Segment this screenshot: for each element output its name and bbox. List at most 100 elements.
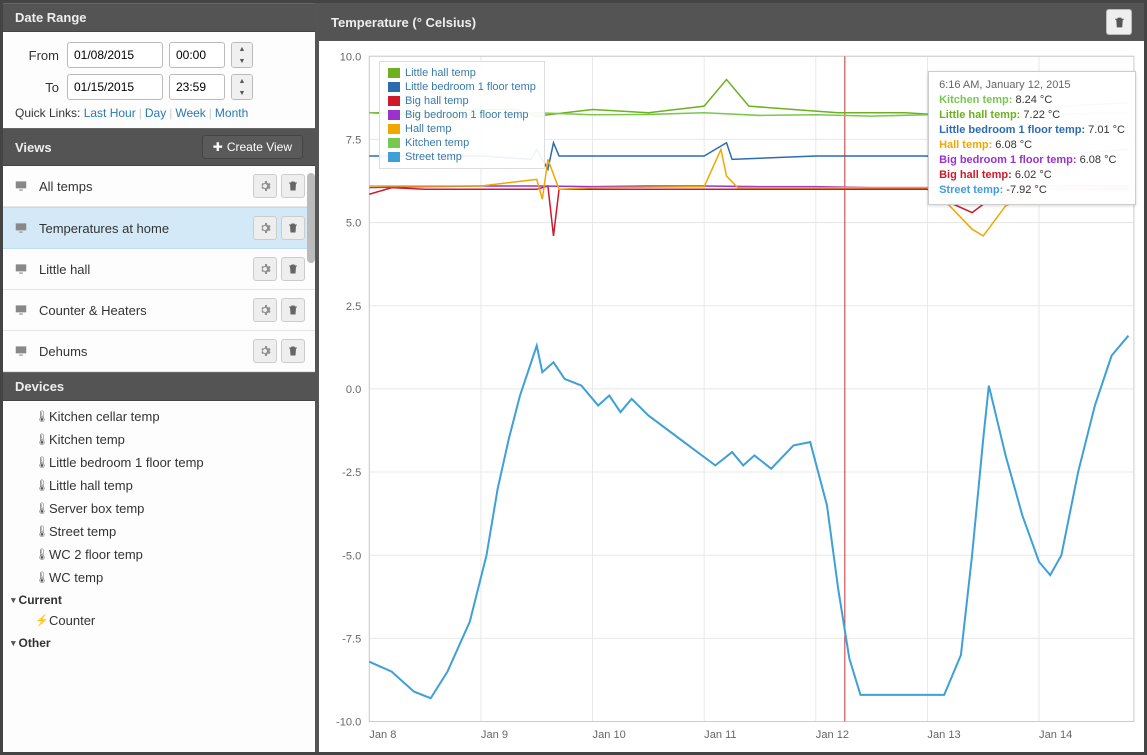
svg-text:-7.5: -7.5 xyxy=(342,633,361,645)
trash-icon xyxy=(287,222,299,234)
tooltip-row: Kitchen temp: 8.24 °C xyxy=(939,93,1125,108)
device-label: Street temp xyxy=(49,524,116,539)
device-group[interactable]: Current xyxy=(3,589,315,609)
to-date-input[interactable] xyxy=(67,74,163,100)
device-item[interactable]: ⚡Counter xyxy=(3,609,315,632)
device-item[interactable]: 🌡Little bedroom 1 floor temp xyxy=(3,451,315,474)
from-spin-down[interactable]: ▼ xyxy=(232,55,252,67)
sidebar: Date Range From ▲ ▼ To ▲ ▼ xyxy=(3,3,319,752)
device-item[interactable]: 🌡WC 2 floor temp xyxy=(3,543,315,566)
svg-text:Jan 8: Jan 8 xyxy=(369,729,396,741)
legend-item[interactable]: Little hall temp xyxy=(388,66,536,80)
tooltip-row: Hall temp: 6.08 °C xyxy=(939,138,1125,153)
gear-icon xyxy=(259,180,271,192)
svg-text:Jan 14: Jan 14 xyxy=(1039,729,1072,741)
delete-chart-button[interactable] xyxy=(1106,9,1132,35)
device-group[interactable]: Other xyxy=(3,632,315,652)
view-item[interactable]: Little hall xyxy=(3,249,315,290)
trash-icon xyxy=(1113,16,1126,29)
quick-link-last-hour[interactable]: Last Hour xyxy=(84,106,136,120)
legend-label: Little hall temp xyxy=(405,66,476,80)
from-date-input[interactable] xyxy=(67,42,163,68)
device-item[interactable]: 🌡Kitchen cellar temp xyxy=(3,405,315,428)
device-item[interactable]: 🌡Kitchen temp xyxy=(3,428,315,451)
gear-button[interactable] xyxy=(253,257,277,281)
tooltip-timestamp: 6:16 AM, January 12, 2015 xyxy=(939,78,1125,93)
gear-button[interactable] xyxy=(253,298,277,322)
delete-button[interactable] xyxy=(281,257,305,281)
view-label: Dehums xyxy=(39,344,253,359)
view-item[interactable]: Counter & Heaters xyxy=(3,290,315,331)
app-root: Date Range From ▲ ▼ To ▲ ▼ xyxy=(0,0,1147,755)
device-item[interactable]: 🌡Street temp xyxy=(3,520,315,543)
thermometer-icon: 🌡 xyxy=(35,479,43,492)
monitor-icon xyxy=(13,221,29,235)
thermometer-icon: 🌡 xyxy=(35,433,43,446)
trash-icon xyxy=(287,180,299,192)
delete-button[interactable] xyxy=(281,174,305,198)
gear-icon xyxy=(259,345,271,357)
date-range-panel: From ▲ ▼ To ▲ ▼ Quick Links: Last Ho xyxy=(3,32,315,128)
thermometer-icon: 🌡 xyxy=(35,571,43,584)
legend-item[interactable]: Little bedroom 1 floor temp xyxy=(388,80,536,94)
thermometer-icon: 🌡 xyxy=(35,456,43,469)
monitor-icon xyxy=(13,179,29,193)
device-item[interactable]: 🌡Little hall temp xyxy=(3,474,315,497)
to-spin-up[interactable]: ▲ xyxy=(232,75,252,87)
thermometer-icon: 🌡 xyxy=(35,548,43,561)
legend-swatch xyxy=(388,124,400,134)
svg-text:Jan 9: Jan 9 xyxy=(481,729,508,741)
chart-legend: Little hall tempLittle bedroom 1 floor t… xyxy=(379,61,545,169)
svg-text:10.0: 10.0 xyxy=(340,51,362,63)
legend-label: Kitchen temp xyxy=(405,136,469,150)
device-label: Kitchen cellar temp xyxy=(49,409,160,424)
svg-text:Jan 12: Jan 12 xyxy=(816,729,849,741)
gear-button[interactable] xyxy=(253,339,277,363)
tooltip-row: Big bedroom 1 floor temp: 6.08 °C xyxy=(939,153,1125,168)
gear-button[interactable] xyxy=(253,216,277,240)
chart-title: Temperature (° Celsius) xyxy=(331,15,476,30)
to-time-input[interactable] xyxy=(169,74,225,100)
monitor-icon xyxy=(13,344,29,358)
device-item[interactable]: 🌡WC temp xyxy=(3,566,315,589)
view-item[interactable]: Temperatures at home xyxy=(3,207,315,249)
devices-header: Devices xyxy=(3,372,315,401)
quick-link-day[interactable]: Day xyxy=(145,106,166,120)
delete-button[interactable] xyxy=(281,216,305,240)
quick-link-week[interactable]: Week xyxy=(175,106,205,120)
view-item[interactable]: All temps xyxy=(3,166,315,207)
gear-button[interactable] xyxy=(253,174,277,198)
create-view-label: Create View xyxy=(227,140,292,154)
view-label: Counter & Heaters xyxy=(39,303,253,318)
gear-icon xyxy=(259,222,271,234)
legend-item[interactable]: Big bedroom 1 floor temp xyxy=(388,108,536,122)
legend-item[interactable]: Street temp xyxy=(388,150,536,164)
from-spin-up[interactable]: ▲ xyxy=(232,43,252,55)
svg-text:2.5: 2.5 xyxy=(346,301,361,313)
gear-icon xyxy=(259,263,271,275)
from-time-input[interactable] xyxy=(169,42,225,68)
view-item[interactable]: Dehums xyxy=(3,331,315,372)
create-view-button[interactable]: ✚ Create View xyxy=(202,135,303,159)
date-range-header: Date Range xyxy=(3,3,315,32)
view-label: Temperatures at home xyxy=(39,221,253,236)
legend-item[interactable]: Kitchen temp xyxy=(388,136,536,150)
legend-item[interactable]: Big hall temp xyxy=(388,94,536,108)
sidebar-scrollbar[interactable] xyxy=(307,173,315,263)
legend-item[interactable]: Hall temp xyxy=(388,122,536,136)
chart-area[interactable]: -10.0-7.5-5.0-2.50.02.55.07.510.0Jan 8Ja… xyxy=(319,41,1144,752)
gear-icon xyxy=(259,304,271,316)
delete-button[interactable] xyxy=(281,298,305,322)
to-spin-down[interactable]: ▼ xyxy=(232,87,252,99)
views-header: Views ✚ Create View xyxy=(3,128,315,166)
legend-label: Street temp xyxy=(405,150,462,164)
device-label: Counter xyxy=(49,613,95,628)
svg-text:-5.0: -5.0 xyxy=(342,550,361,562)
tooltip-row: Big hall temp: 6.02 °C xyxy=(939,168,1125,183)
quick-link-month[interactable]: Month xyxy=(215,106,248,120)
device-item[interactable]: 🌡Server box temp xyxy=(3,497,315,520)
svg-text:-2.5: -2.5 xyxy=(342,467,361,479)
svg-text:Jan 13: Jan 13 xyxy=(927,729,960,741)
legend-swatch xyxy=(388,138,400,148)
delete-button[interactable] xyxy=(281,339,305,363)
